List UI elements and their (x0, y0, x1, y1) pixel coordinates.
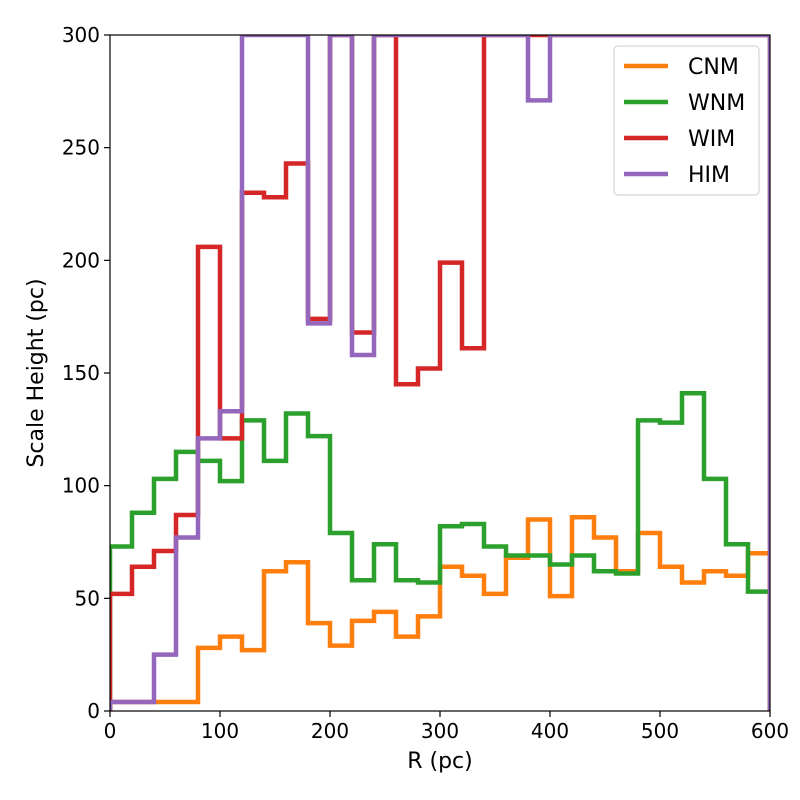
x-axis: 0 100 200 300 400 500 600 (104, 711, 789, 743)
legend-label-cnm: CNM (688, 55, 739, 80)
y-tick-label: 300 (62, 23, 100, 47)
x-tick-label: 0 (104, 719, 117, 743)
y-tick-label: 250 (62, 136, 100, 160)
legend: CNM WNM WIM HIM (613, 45, 760, 196)
series-him-line (110, 35, 770, 711)
y-axis-label: Scale Height (pc) (24, 278, 49, 467)
legend-label-wim: WIM (688, 127, 735, 152)
series-wnm-line (110, 391, 770, 711)
y-tick-label: 150 (62, 361, 100, 385)
x-tick-label: 200 (311, 719, 349, 743)
y-tick-label: 100 (62, 474, 100, 498)
x-tick-label: 400 (531, 719, 569, 743)
x-tick-label: 100 (201, 719, 239, 743)
y-tick-label: 0 (87, 699, 100, 723)
legend-label-him: HIM (688, 163, 730, 188)
y-axis: 0 50 100 150 200 250 300 (62, 23, 110, 723)
y-tick-label: 200 (62, 248, 100, 272)
series-layer (110, 35, 770, 711)
y-tick-label: 50 (75, 586, 100, 610)
x-tick-label: 600 (751, 719, 789, 743)
legend-frame (613, 45, 760, 196)
x-axis-label: R (pc) (407, 749, 473, 774)
x-tick-label: 300 (421, 719, 459, 743)
series-cnm-line (110, 514, 770, 711)
x-tick-label: 500 (641, 719, 679, 743)
legend-label-wnm: WNM (688, 91, 745, 116)
